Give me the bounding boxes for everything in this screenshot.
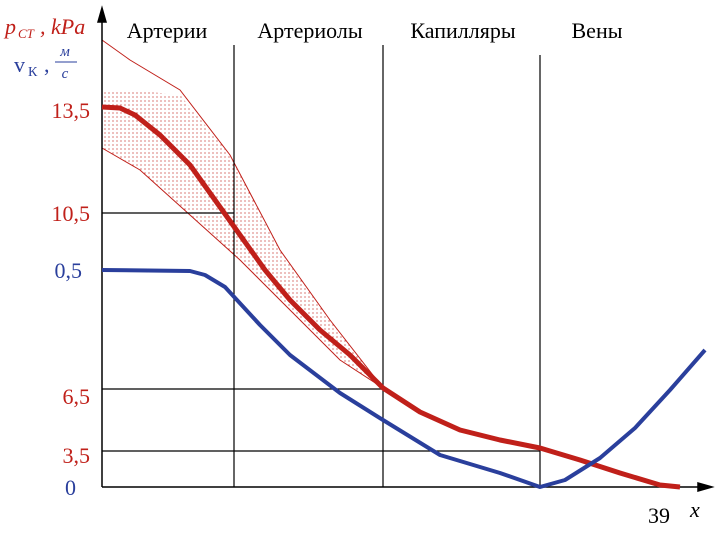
envelope	[101, 39, 384, 389]
region-label: Артерии	[127, 18, 208, 43]
y-label: 6,5	[63, 384, 91, 409]
y-labels: 13,5 10,5 0,5 6,5 3,5 0	[52, 98, 91, 500]
y-label: 0	[65, 475, 76, 500]
y-label: 0,5	[55, 258, 83, 283]
x-axis-name: x	[689, 497, 700, 522]
v-unit-den: с	[62, 66, 69, 82]
pressure-curve	[101, 104, 681, 490]
p-symbol: p	[3, 14, 16, 39]
v-unit-num: м	[59, 44, 70, 60]
pressure-title: p СТ , kPa	[3, 14, 85, 41]
v-subscript: К	[28, 65, 38, 80]
y-label: 10,5	[52, 201, 91, 226]
velocity-curve	[101, 268, 707, 489]
region-label: Артериолы	[257, 18, 362, 43]
region-labels: Артерии Артериолы Капилляры Вены	[127, 18, 623, 43]
v-symbol: v	[14, 52, 25, 77]
y-label: 13,5	[52, 98, 91, 123]
region-label: Капилляры	[410, 18, 515, 43]
axes	[97, 5, 715, 492]
grid	[102, 45, 541, 487]
x-end-label: 39	[648, 503, 670, 528]
v-comma: ,	[44, 52, 50, 77]
region-label: Вены	[572, 18, 623, 43]
y-label: 3,5	[63, 443, 91, 468]
p-unit: , kPa	[40, 14, 85, 39]
p-subscript: СТ	[18, 26, 35, 41]
velocity-title: v К , м с	[14, 44, 77, 82]
